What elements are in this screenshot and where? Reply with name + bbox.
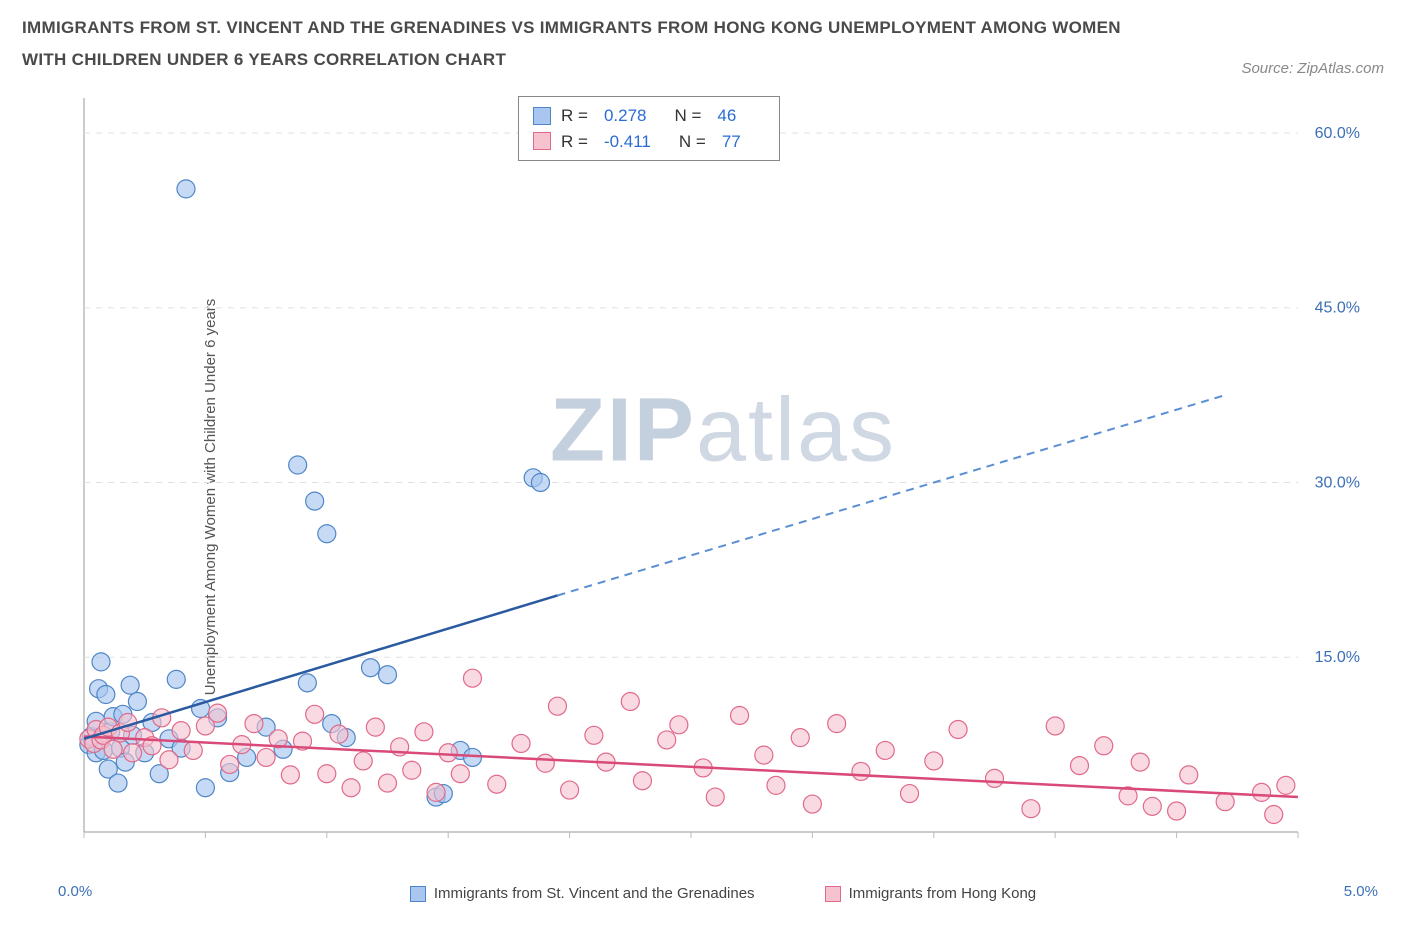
plot-area: 15.0%30.0%45.0%60.0% ZIPatlas R = 0.278 … — [78, 92, 1368, 862]
legend-item-series1: Immigrants from St. Vincent and the Gren… — [410, 885, 755, 902]
legend-item-series2: Immigrants from Hong Kong — [825, 885, 1037, 902]
legend-label-2: Immigrants from Hong Kong — [849, 885, 1037, 902]
legend-label-1: Immigrants from St. Vincent and the Gren… — [434, 885, 755, 902]
chart-title: IMMIGRANTS FROM ST. VINCENT AND THE GREN… — [22, 12, 1122, 77]
scatter-plot-svg: 15.0% 30.0% 45.0% 60.0% — [78, 92, 1368, 862]
n-value-2: 77 — [722, 129, 741, 155]
svg-text:60.0%: 60.0% — [1315, 125, 1360, 142]
legend-swatch-2 — [825, 886, 841, 902]
svg-text:15.0%: 15.0% — [1315, 649, 1360, 666]
svg-text:30.0%: 30.0% — [1315, 474, 1360, 491]
r-value-1: 0.278 — [604, 103, 647, 129]
stats-swatch-2 — [533, 132, 551, 150]
stats-row-series1: R = 0.278 N = 46 — [533, 103, 759, 129]
n-label-2: N = — [679, 129, 706, 155]
stats-row-series2: R = -0.411 N = 77 — [533, 129, 759, 155]
r-value-2: -0.411 — [604, 129, 651, 155]
x-axis-last-tick-label: 5.0% — [1344, 883, 1378, 900]
x-axis-first-tick-label: 0.0% — [58, 883, 92, 900]
stats-swatch-1 — [533, 107, 551, 125]
source-attribution: Source: ZipAtlas.com — [1241, 60, 1384, 77]
r-label-1: R = — [561, 103, 588, 129]
n-label-1: N = — [674, 103, 701, 129]
bottom-legend: 0.0% Immigrants from St. Vincent and the… — [78, 885, 1368, 902]
svg-text:45.0%: 45.0% — [1315, 300, 1360, 317]
correlation-stats-box: R = 0.278 N = 46 R = -0.411 N = 77 — [518, 96, 780, 161]
r-label-2: R = — [561, 129, 588, 155]
legend-swatch-1 — [410, 886, 426, 902]
chart-container: Unemployment Among Women with Children U… — [22, 92, 1384, 902]
n-value-1: 46 — [717, 103, 736, 129]
